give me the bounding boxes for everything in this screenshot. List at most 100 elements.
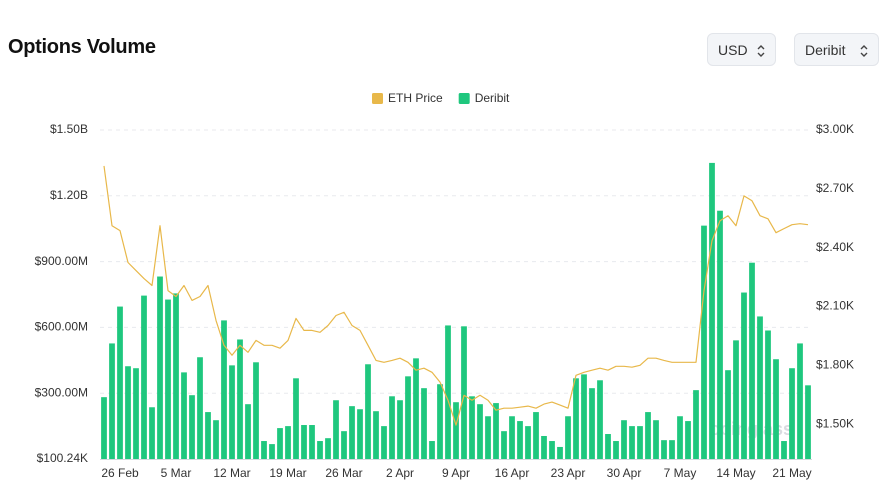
bar	[117, 306, 123, 459]
y2-tick-label: $1.80K	[816, 357, 854, 371]
bar	[757, 316, 763, 459]
x-tick-label: 26 Feb	[101, 466, 139, 480]
bar	[517, 421, 523, 459]
bar	[301, 425, 307, 459]
bar	[413, 358, 419, 459]
bar	[525, 426, 531, 459]
legend-label: ETH Price	[388, 91, 443, 105]
y-tick-label: $300.00M	[35, 385, 88, 399]
bar	[677, 416, 683, 459]
bar	[629, 426, 635, 459]
bar	[557, 446, 563, 459]
bar	[453, 402, 459, 459]
bar	[189, 395, 195, 459]
bar	[501, 431, 507, 459]
y-tick-label: $1.50B	[50, 122, 88, 136]
bar	[109, 343, 115, 459]
x-tick-label: 26 Mar	[325, 466, 362, 480]
bar	[773, 359, 779, 459]
bar	[213, 420, 219, 459]
bar	[685, 421, 691, 459]
x-tick-label: 23 Apr	[551, 466, 586, 480]
bar	[365, 364, 371, 459]
bar	[181, 372, 187, 459]
bar	[701, 225, 707, 459]
bar	[141, 295, 147, 459]
bar	[613, 441, 619, 459]
price-line	[103, 165, 809, 426]
bar	[469, 396, 475, 459]
x-tick-label: 5 Mar	[161, 466, 192, 480]
x-tick-label: 2 Apr	[386, 466, 414, 480]
bar	[149, 407, 155, 459]
bar	[733, 340, 739, 459]
bar	[645, 412, 651, 459]
bar	[341, 431, 347, 459]
bar	[781, 441, 787, 459]
bar	[597, 380, 603, 459]
x-tick-label: 16 Apr	[495, 466, 530, 480]
bar	[725, 370, 731, 459]
bar	[565, 416, 571, 459]
page-title: Options Volume	[8, 36, 156, 58]
bar	[397, 400, 403, 459]
bar	[461, 326, 467, 459]
bar	[541, 435, 547, 459]
bar	[429, 441, 435, 459]
x-tick-label: 12 Mar	[213, 466, 250, 480]
bar	[789, 368, 795, 459]
y-tick-label: $100.24K	[37, 451, 88, 465]
bar	[437, 384, 443, 459]
bar	[717, 210, 723, 459]
bar	[197, 357, 203, 459]
bar	[269, 444, 275, 459]
bar	[493, 403, 499, 459]
exchange-select[interactable]: Deribit	[794, 33, 879, 66]
bar	[589, 388, 595, 459]
bar	[349, 406, 355, 459]
bar	[637, 426, 643, 459]
x-tick-label: 21 May	[772, 466, 811, 480]
bar	[605, 434, 611, 459]
bar	[421, 388, 427, 459]
y-tick-label: $900.00M	[35, 254, 88, 268]
bar	[549, 441, 555, 459]
y2-tick-label: $3.00K	[816, 122, 854, 136]
legend-label: Deribit	[475, 91, 510, 105]
bar	[205, 412, 211, 459]
bar	[653, 420, 659, 459]
bar	[293, 378, 299, 459]
bar	[741, 292, 747, 459]
bar	[277, 428, 283, 459]
legend-swatch	[372, 93, 383, 104]
bar	[253, 362, 259, 459]
bar	[477, 404, 483, 459]
bar	[661, 440, 667, 459]
bar	[285, 426, 291, 459]
currency-label: USD	[718, 41, 748, 58]
bar	[309, 425, 315, 459]
bar	[125, 366, 131, 459]
chevron	[757, 45, 765, 57]
bar	[157, 276, 163, 459]
currency-select[interactable]: USD	[707, 33, 776, 66]
x-tick-label: 14 May	[716, 466, 755, 480]
bar	[333, 400, 339, 459]
bar	[805, 385, 811, 459]
y2-tick-label: $2.40K	[816, 240, 854, 254]
bar	[797, 343, 803, 459]
legend-swatch	[458, 93, 470, 104]
x-tick-label: 9 Apr	[442, 466, 470, 480]
bar	[373, 411, 379, 459]
bar	[509, 416, 515, 459]
exchange-label: Deribit	[805, 41, 846, 58]
bar	[693, 390, 699, 459]
bar	[381, 426, 387, 459]
bar	[317, 441, 323, 459]
bar	[357, 409, 363, 459]
bar	[389, 396, 395, 459]
y-tick-label: $600.00M	[35, 320, 88, 334]
bar	[221, 320, 227, 459]
bar	[709, 162, 715, 459]
